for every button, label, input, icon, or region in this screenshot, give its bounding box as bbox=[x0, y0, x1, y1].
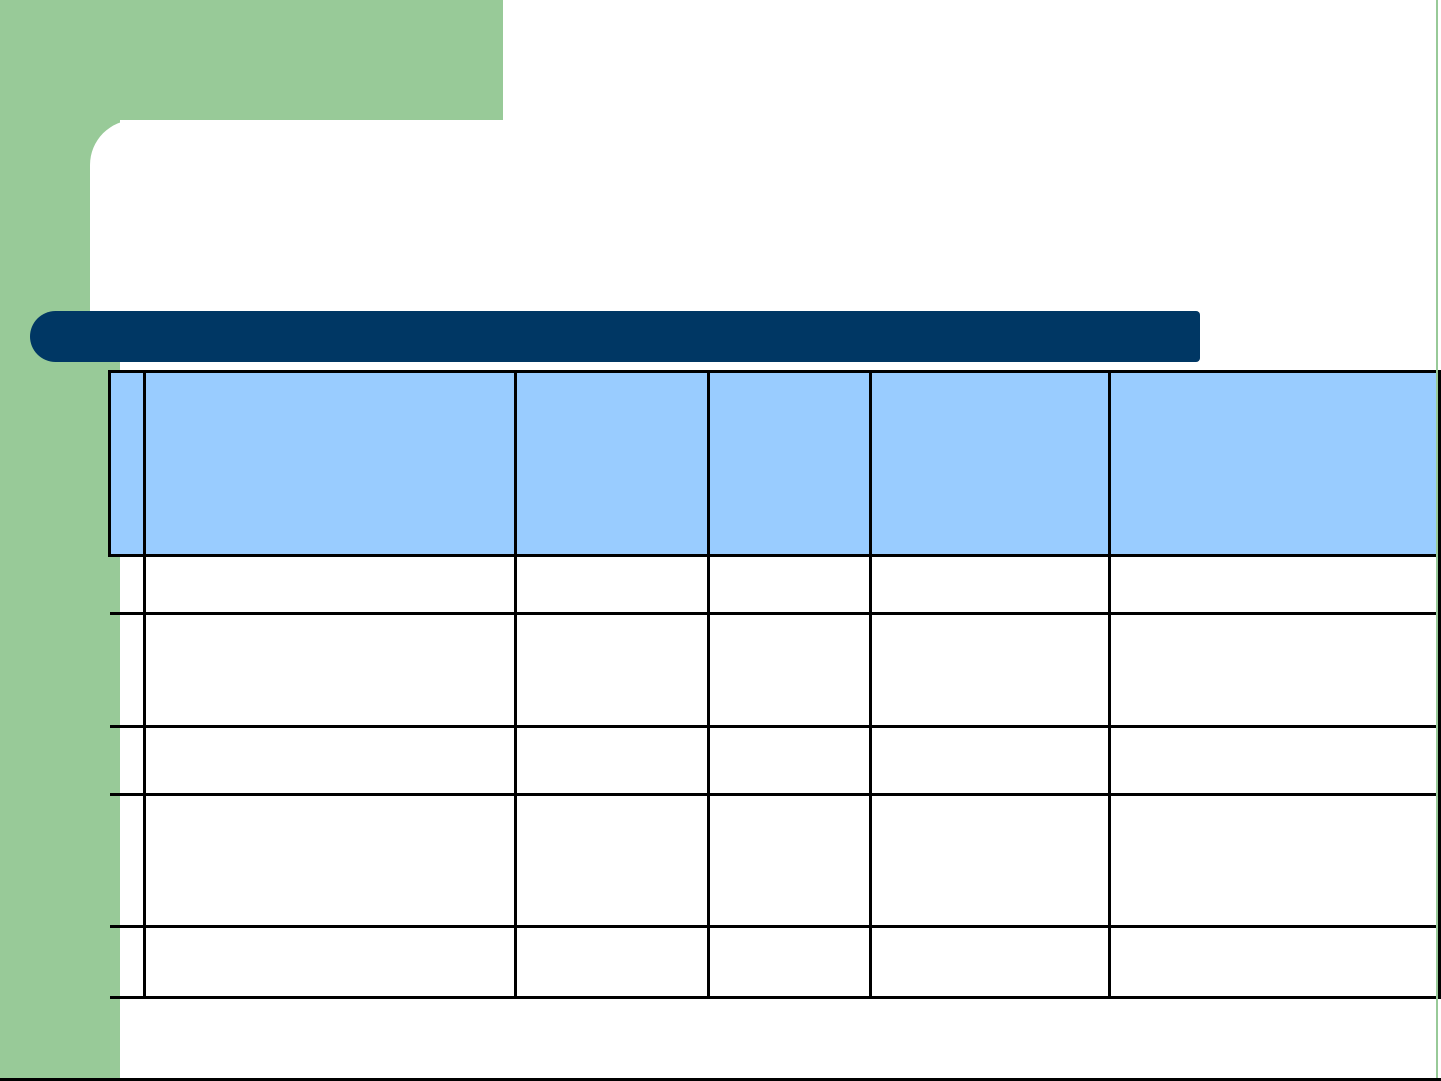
table-cell bbox=[869, 725, 1111, 796]
table-cell bbox=[707, 925, 873, 999]
table-cell bbox=[142, 554, 518, 615]
header-cell bbox=[869, 370, 1111, 557]
table-cell bbox=[1107, 793, 1441, 928]
table-cell bbox=[109, 612, 146, 728]
table-cell bbox=[514, 725, 711, 796]
header-cell bbox=[1107, 370, 1441, 557]
header-cell bbox=[707, 370, 873, 557]
bottom-rule bbox=[0, 1078, 1441, 1081]
table-cell bbox=[109, 725, 146, 796]
table-body bbox=[109, 554, 1441, 999]
table-cell bbox=[514, 925, 711, 999]
slide-table bbox=[108, 370, 1441, 999]
table-header bbox=[108, 370, 1441, 557]
table-cell bbox=[142, 612, 518, 728]
header-cell bbox=[142, 370, 518, 557]
table-cell bbox=[1107, 554, 1441, 615]
table-row bbox=[109, 554, 1441, 615]
table-header-row bbox=[108, 370, 1441, 557]
green-top-block bbox=[0, 0, 503, 120]
table-cell bbox=[109, 554, 146, 615]
table-cell bbox=[707, 554, 873, 615]
table-cell bbox=[707, 793, 873, 928]
table-cell bbox=[1107, 725, 1441, 796]
table-cell bbox=[109, 793, 146, 928]
header-cell bbox=[514, 370, 711, 557]
table-cell bbox=[869, 612, 1111, 728]
header-cell bbox=[108, 370, 146, 557]
table-cell bbox=[514, 554, 711, 615]
table-cell bbox=[142, 793, 518, 928]
right-edge-line bbox=[1436, 0, 1438, 1078]
table-cell bbox=[142, 925, 518, 999]
table-cell bbox=[142, 725, 518, 796]
table-row bbox=[109, 793, 1441, 928]
table-cell bbox=[869, 554, 1111, 615]
title-bar bbox=[30, 311, 1200, 362]
table-cell bbox=[1107, 925, 1441, 999]
table-row bbox=[109, 612, 1441, 728]
table-row bbox=[109, 925, 1441, 999]
table-cell bbox=[514, 612, 711, 728]
table-cell bbox=[707, 612, 873, 728]
table-cell bbox=[514, 793, 711, 928]
table-cell bbox=[109, 925, 146, 999]
table-row bbox=[109, 725, 1441, 796]
table-cell bbox=[1107, 612, 1441, 728]
table-cell bbox=[869, 925, 1111, 999]
table-cell bbox=[869, 793, 1111, 928]
table-cell bbox=[707, 725, 873, 796]
